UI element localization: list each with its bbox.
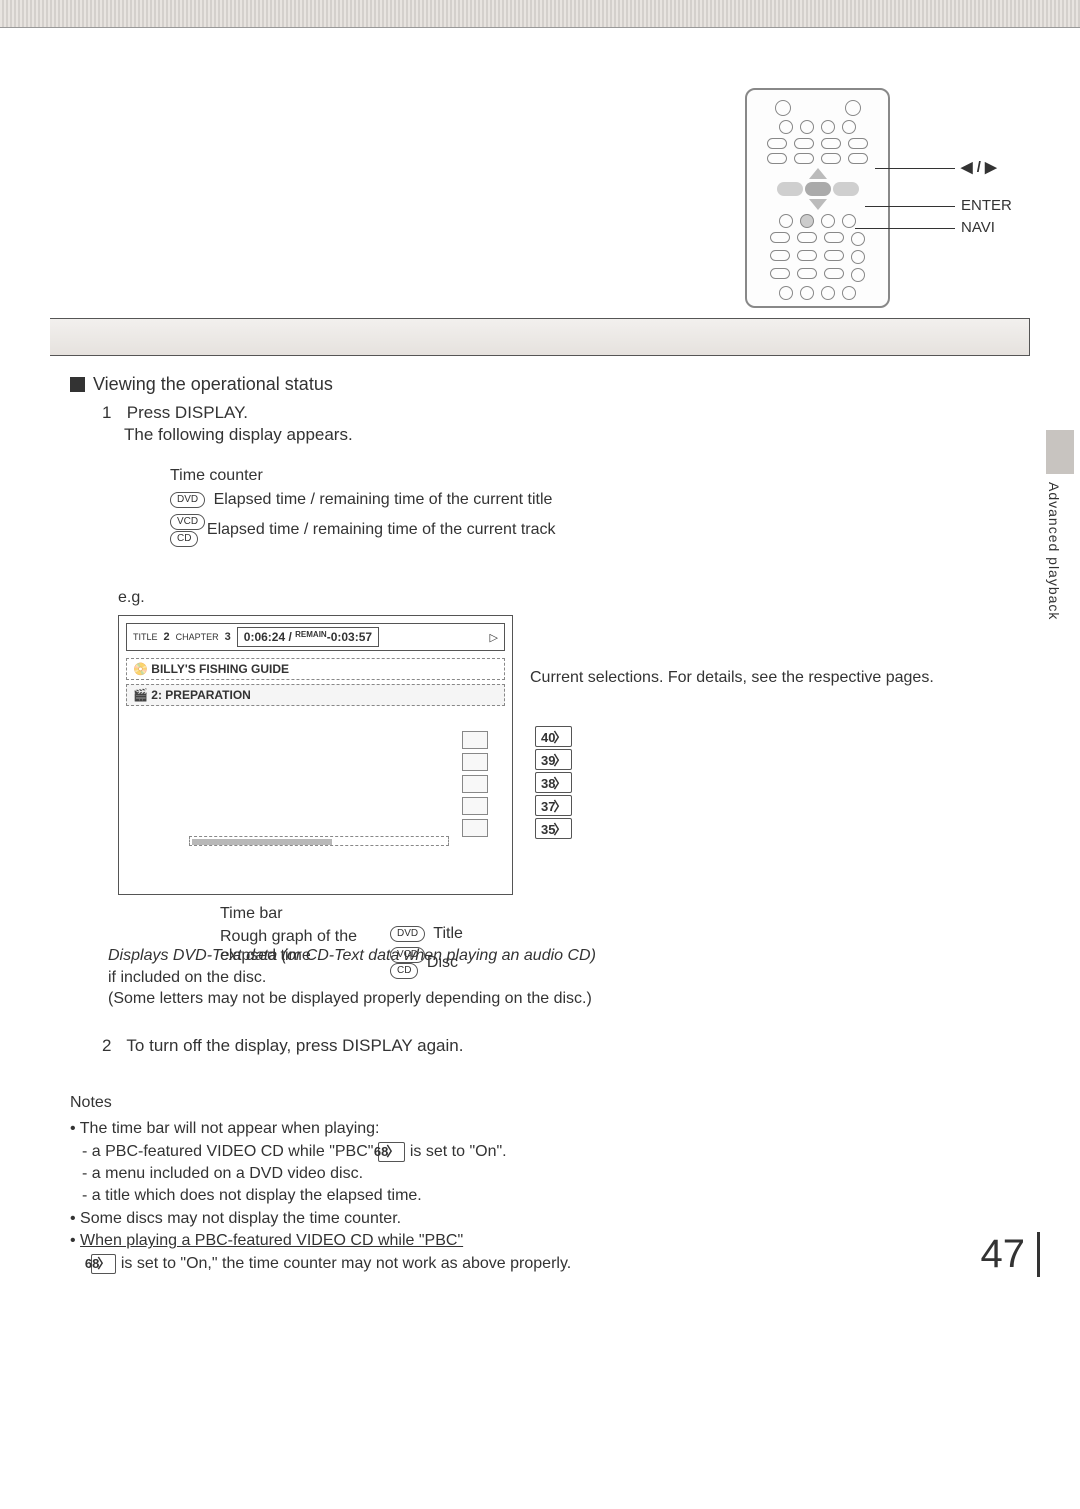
step-2-number: 2 — [102, 1036, 122, 1056]
square-bullet-icon — [70, 377, 85, 392]
remote-diagram: ◀ / ▶ ENTER NAVI — [745, 88, 890, 308]
time-counter-heading: Time counter — [170, 467, 1030, 485]
dvd-badge-icon: DVD — [170, 492, 205, 508]
step-1: 1 Press DISPLAY. — [102, 403, 1030, 423]
osd-chapter-title: 🎬 2: PREPARATION — [126, 684, 505, 706]
step-1-line2: The following display appears. — [124, 425, 1030, 445]
osd-top-bar: TITLE 2 CHAPTER 3 0:06:24 / REMAIN-0:03:… — [126, 623, 505, 651]
remote-label-enter: ENTER — [961, 197, 1012, 214]
osd-icon-stack — [462, 731, 502, 841]
osd-screen: TITLE 2 CHAPTER 3 0:06:24 / REMAIN-0:03:… — [118, 615, 513, 895]
step-2: 2 To turn off the display, press DISPLAY… — [102, 1036, 1030, 1056]
cd-badge-icon: CD — [390, 963, 418, 979]
osd-diagram: e.g. TITLE 2 CHAPTER 3 0:06:24 / REMAIN-… — [90, 569, 1030, 939]
osd-time-bar — [189, 836, 449, 846]
rough-graph-1: Rough graph of the — [220, 928, 357, 945]
counter-vcd-text: Elapsed time / remaining time of the cur… — [207, 521, 556, 538]
cd-badge-icon: CD — [170, 531, 198, 547]
section-heading: Viewing the operational status — [70, 374, 1030, 395]
step-1-line1: Press DISPLAY. — [127, 403, 248, 422]
vcd-disc-label: Disc — [427, 954, 458, 971]
dvd-badge-icon: DVD — [390, 926, 425, 942]
timebar-label: Time bar — [220, 905, 283, 923]
current-selections-callout: Current selections. For details, see the… — [530, 669, 934, 687]
page-ref: 35 — [535, 818, 572, 839]
section-title: Viewing the operational status — [93, 374, 333, 395]
step-2-text: To turn off the display, press DISPLAY a… — [126, 1036, 463, 1055]
remote-label-navi: NAVI — [961, 219, 995, 236]
page-ref: 37 — [535, 795, 572, 816]
page-ref: 40 — [535, 726, 572, 747]
vcd-badge-icon: VCD — [170, 514, 205, 530]
page-ref: 39 — [535, 749, 572, 770]
page-number: 47 — [981, 1232, 1041, 1277]
page-ref: 38 — [535, 772, 572, 793]
notes-heading: Notes — [70, 1092, 630, 1114]
counter-dvd-text: Elapsed time / remaining time of the cur… — [214, 491, 553, 508]
side-tab-label: Advanced playback — [1046, 482, 1062, 620]
vcd-badge-icon: VCD — [390, 947, 425, 963]
side-tab: Advanced playback — [1046, 430, 1074, 630]
dvd-title-label: Title — [433, 925, 463, 942]
remote-label-arrows: ◀ / ▶ — [961, 158, 997, 176]
page-ref: 68 — [378, 1142, 405, 1162]
page-ref: 68 — [91, 1254, 116, 1274]
play-icon: ▷ — [490, 631, 498, 644]
rough-graph-2: elapsed time — [220, 947, 311, 964]
eg-label: e.g. — [118, 589, 145, 607]
page-top-strip — [0, 0, 1080, 28]
notes-section: Notes • The time bar will not appear whe… — [70, 1092, 630, 1275]
section-divider-band — [50, 318, 1030, 356]
osd-disc-title: 📀 BILLY'S FISHING GUIDE — [126, 658, 505, 680]
step-1-number: 1 — [102, 403, 122, 423]
